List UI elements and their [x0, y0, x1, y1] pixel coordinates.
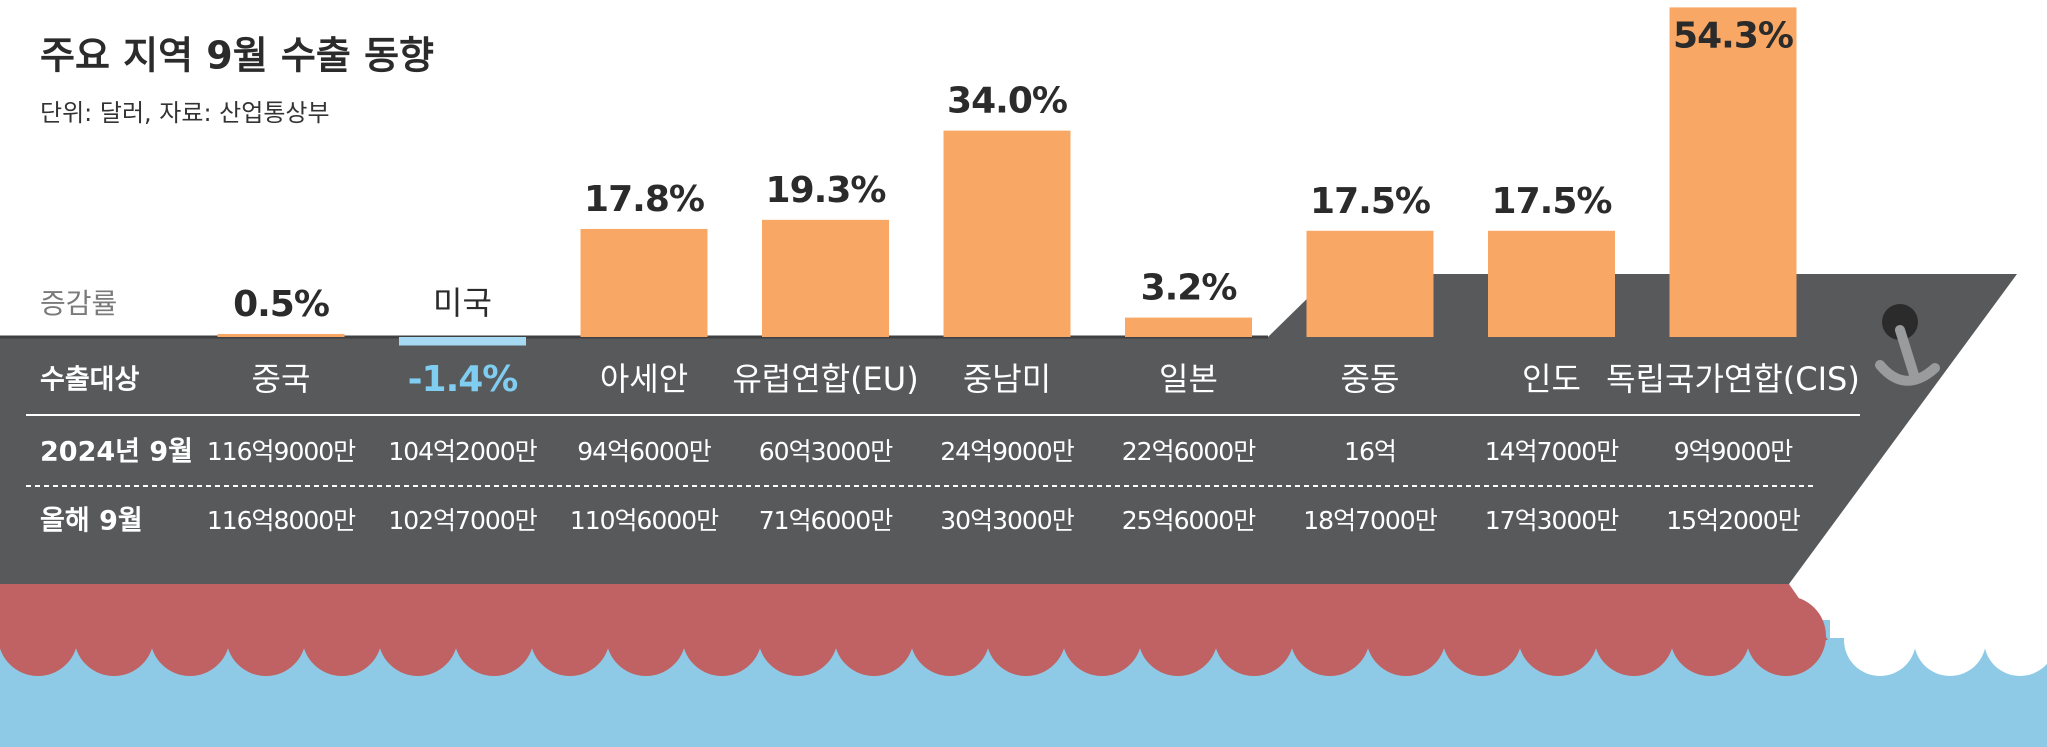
- axis-label: 증감률: [40, 287, 117, 320]
- scallop: [1290, 596, 1370, 676]
- scallop: [1062, 596, 1142, 676]
- amount: 116억8000만: [207, 506, 356, 535]
- amount: 18억7000만: [1303, 506, 1437, 535]
- amount: 104억2000만: [388, 437, 537, 466]
- amount: 14억7000만: [1485, 437, 1619, 466]
- scallop: [302, 596, 382, 676]
- category-label: 중남미: [963, 360, 1051, 398]
- category-label: 미국: [433, 284, 492, 322]
- scallop: [1670, 596, 1750, 676]
- bar: [399, 337, 526, 346]
- amount: 9억9000만: [1674, 437, 1794, 466]
- row-label: 올해 9월: [40, 506, 143, 537]
- scallop: [226, 596, 306, 676]
- foam: [1830, 580, 2047, 676]
- amount: 102억7000만: [388, 506, 537, 535]
- chart-title: 주요 지역 9월 수출 동향: [40, 34, 434, 78]
- value-label: 17.8%: [584, 179, 704, 220]
- scallop: [378, 596, 458, 676]
- scallop: [74, 596, 154, 676]
- anchor: [1875, 304, 1940, 386]
- value-label: 19.3%: [766, 170, 886, 211]
- scallop: [1214, 596, 1294, 676]
- value-label: 54.3%: [1673, 15, 1793, 56]
- chart-subtitle: 단위: 달러, 자료: 산업통상부: [40, 99, 330, 127]
- scallop: [1366, 596, 1446, 676]
- hull-scallops: [0, 596, 1826, 676]
- bar: [1488, 230, 1615, 337]
- ship-body: [0, 274, 2017, 584]
- scallop: [1518, 596, 1598, 676]
- amount: 15억2000만: [1666, 506, 1800, 535]
- category-label: 유럽연합(EU): [732, 360, 918, 398]
- scallop: [910, 596, 990, 676]
- bar: [762, 219, 889, 337]
- bar: [217, 333, 345, 337]
- category-label: 독립국가연합(CIS): [1606, 360, 1860, 398]
- amount: 94억6000만: [577, 437, 711, 466]
- scallop: [834, 596, 914, 676]
- scallop: [454, 596, 534, 676]
- bar: [1669, 7, 1797, 338]
- amount: 71억6000만: [759, 506, 893, 535]
- scallop: [606, 596, 686, 676]
- bar: [1125, 317, 1252, 337]
- category-label: 아세안: [600, 360, 688, 398]
- amount: 30억3000만: [940, 506, 1074, 535]
- bar: [1306, 230, 1434, 337]
- value-label: 0.5%: [233, 284, 329, 325]
- scallop: [986, 596, 1066, 676]
- category-label: 일본: [1159, 360, 1218, 398]
- amount: 16억: [1344, 437, 1396, 466]
- amount: 110억6000만: [570, 506, 719, 535]
- amount: 60억3000만: [759, 437, 893, 466]
- scallop: [1594, 596, 1674, 676]
- amount: 24억9000만: [940, 437, 1074, 466]
- scallop: [1746, 596, 1826, 676]
- row-header: 수출대상: [40, 365, 140, 396]
- scallop: [682, 596, 762, 676]
- value-label: 17.5%: [1310, 181, 1430, 222]
- row-label: 2024년 9월: [40, 437, 193, 468]
- bar: [943, 130, 1071, 337]
- value-label: 3.2%: [1141, 268, 1237, 309]
- scallop: [1138, 596, 1218, 676]
- value-label: 17.5%: [1492, 181, 1612, 222]
- category-label: 인도: [1522, 360, 1581, 398]
- amount: 22억6000만: [1122, 437, 1256, 466]
- value-label: -1.4%: [408, 359, 518, 400]
- scallop: [150, 596, 230, 676]
- amount: 17억3000만: [1485, 506, 1619, 535]
- scallop: [1442, 596, 1522, 676]
- amount: 116억9000만: [207, 437, 356, 466]
- category-label: 중동: [1341, 360, 1400, 398]
- bar: [580, 228, 708, 337]
- scallop: [758, 596, 838, 676]
- value-label: 34.0%: [947, 81, 1067, 122]
- category-label: 중국: [252, 360, 311, 398]
- scallop: [530, 596, 610, 676]
- scallop: [0, 596, 78, 676]
- amount: 25억6000만: [1122, 506, 1256, 535]
